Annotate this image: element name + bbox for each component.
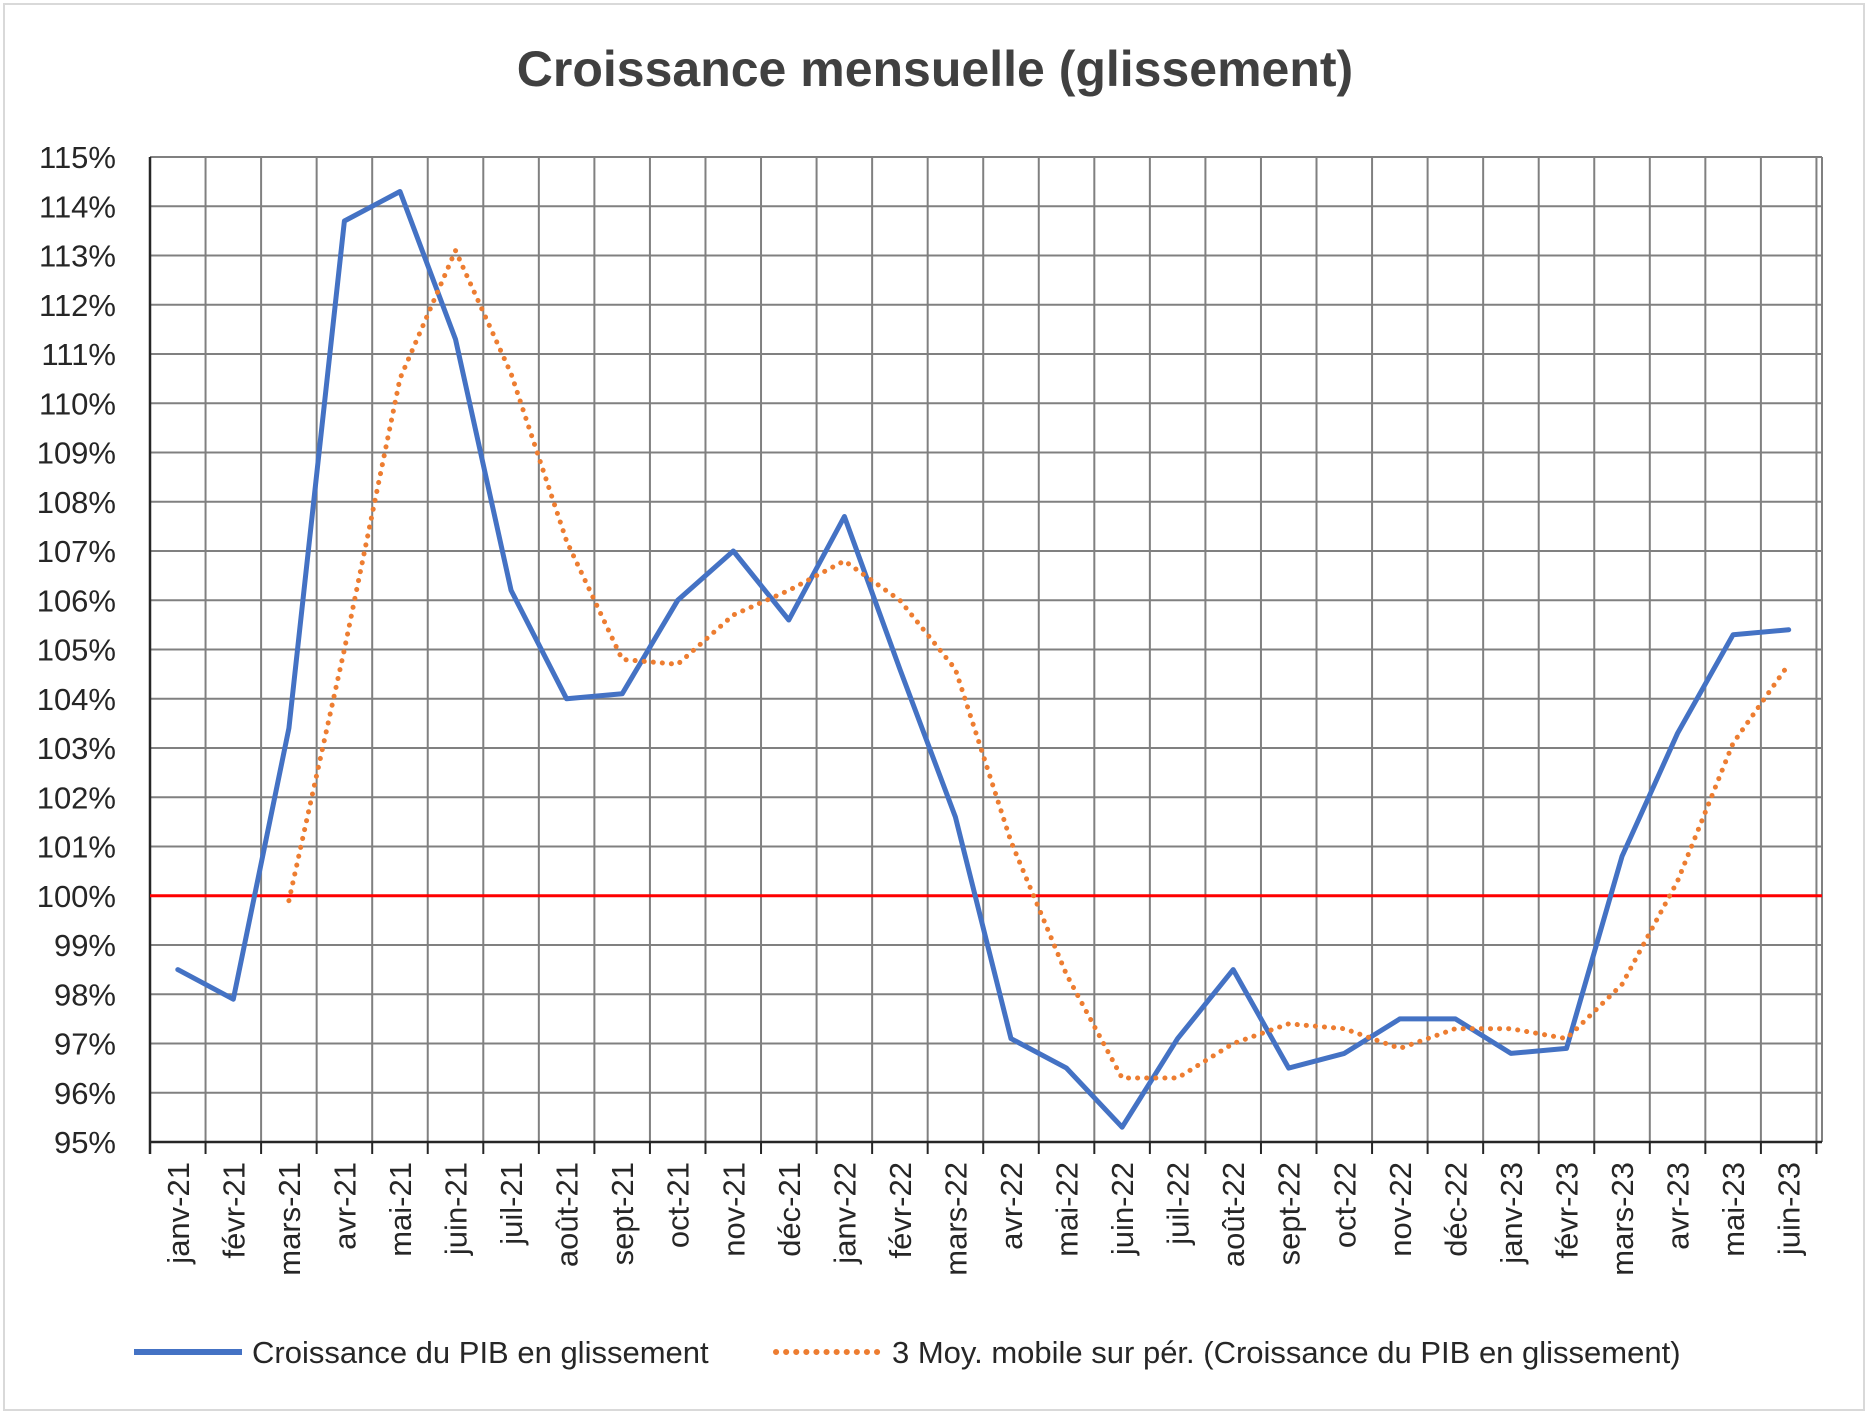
- chart-title: Croissance mensuelle (glissement): [517, 41, 1353, 97]
- x-tick-label: janv-22: [827, 1162, 862, 1265]
- chart-frame: [3, 3, 1865, 1411]
- x-tick-label: avr-23: [1661, 1162, 1696, 1250]
- x-tick-label: janv-23: [1494, 1162, 1529, 1265]
- x-tick-label: mai-21: [383, 1162, 418, 1257]
- y-tick-label: 111%: [41, 337, 116, 372]
- y-tick-label: 100%: [37, 879, 116, 914]
- y-tick-label: 105%: [37, 633, 116, 668]
- x-tick-label: oct-21: [661, 1162, 696, 1248]
- y-tick-label: 99%: [54, 928, 116, 963]
- y-tick-label: 109%: [37, 436, 116, 471]
- grid: [148, 156, 1823, 1154]
- x-tick-label: nov-21: [716, 1162, 751, 1257]
- y-tick-label: 112%: [39, 288, 116, 323]
- y-tick-label: 97%: [54, 1027, 116, 1062]
- x-tick-label: juil-21: [494, 1162, 529, 1246]
- y-tick-label: 95%: [54, 1125, 116, 1160]
- y-tick-label: 98%: [54, 977, 116, 1012]
- legend-label-moving-average: 3 Moy. mobile sur pér. (Croissance du PI…: [892, 1335, 1681, 1370]
- x-tick-label: déc-22: [1438, 1162, 1473, 1257]
- x-tick-label: juil-22: [1161, 1162, 1196, 1246]
- legend: Croissance du PIB en glissement 3 Moy. mo…: [134, 1335, 1681, 1370]
- x-tick-label: juin-22: [1105, 1162, 1140, 1256]
- y-tick-label: 107%: [37, 534, 116, 569]
- x-tick-label: juin-23: [1772, 1162, 1807, 1256]
- y-tick-label: 104%: [37, 682, 116, 717]
- y-tick-label: 96%: [54, 1076, 116, 1111]
- x-tick-label: janv-21: [161, 1162, 196, 1265]
- x-tick-label: oct-22: [1327, 1162, 1362, 1248]
- x-tick-label: août-21: [550, 1162, 585, 1267]
- x-axis-ticks: janv-21 févr-21 mars-21 avr-21 mai-21 juin-21…: [161, 1162, 1807, 1276]
- y-tick-label: 103%: [37, 731, 116, 766]
- y-tick-label: 102%: [37, 780, 116, 815]
- x-tick-label: avr-22: [994, 1162, 1029, 1250]
- x-tick-label: sept-21: [605, 1162, 640, 1265]
- y-tick-label: 101%: [37, 830, 116, 865]
- y-tick-label: 108%: [37, 485, 116, 520]
- x-tick-label: févr-23: [1549, 1162, 1584, 1258]
- x-tick-label: août-22: [1216, 1162, 1251, 1267]
- y-tick-label: 114%: [39, 189, 116, 224]
- x-tick-label: sept-22: [1272, 1162, 1307, 1265]
- legend-label-pib: Croissance du PIB en glissement: [252, 1335, 709, 1370]
- x-tick-label: févr-21: [216, 1162, 251, 1258]
- x-tick-label: mars-23: [1605, 1162, 1640, 1276]
- y-tick-label: 115%: [39, 140, 116, 175]
- x-tick-label: mai-22: [1050, 1162, 1085, 1257]
- y-tick-label: 110%: [39, 386, 116, 421]
- y-tick-label: 113%: [39, 239, 116, 274]
- x-tick-label: avr-21: [327, 1162, 362, 1250]
- x-tick-label: nov-22: [1383, 1162, 1418, 1257]
- x-tick-label: mars-22: [938, 1162, 973, 1276]
- x-tick-label: févr-22: [883, 1162, 918, 1258]
- y-tick-label: 106%: [37, 583, 116, 618]
- x-tick-label: mai-23: [1716, 1162, 1751, 1257]
- x-tick-label: mars-21: [272, 1162, 307, 1276]
- series-group: [175, 189, 1792, 1130]
- y-axis-ticks: 95% 96% 97% 98% 99% 100% 101% 102% 103% 104% 105% 1…: [37, 140, 116, 1160]
- x-tick-label: déc-21: [772, 1162, 807, 1257]
- series-line-pib: [175, 189, 1792, 1130]
- x-tick-label: juin-21: [439, 1162, 474, 1256]
